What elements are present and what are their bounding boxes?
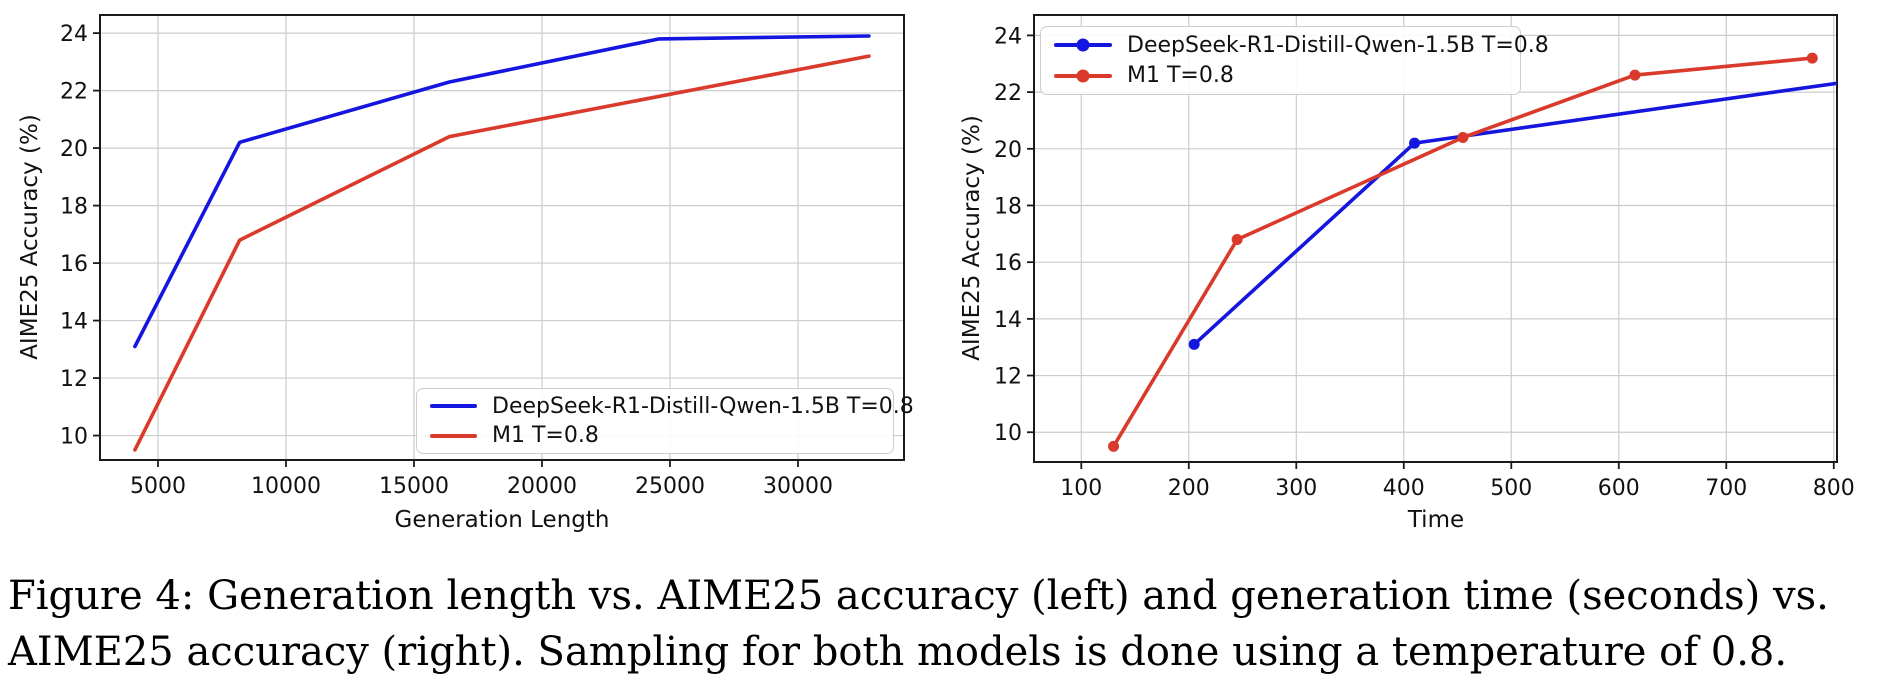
legend-label: DeepSeek-R1-Distill-Qwen-1.5B T=0.8 (492, 393, 914, 419)
series-group (133, 54, 871, 452)
legend-label: M1 T=0.8 (492, 423, 599, 449)
x-tick-label: 15000 (379, 474, 449, 499)
x-tick-label: 10000 (251, 474, 321, 499)
y-tick-label: 10 (60, 425, 88, 450)
series-group (1108, 52, 1818, 452)
legend-line-icon (430, 404, 477, 409)
legend-marker-dot-icon (1076, 38, 1090, 52)
x-tick-label: 500 (1490, 476, 1532, 501)
data-point-marker (1457, 131, 1469, 143)
legend-item: DeepSeek-R1-Distill-Qwen-1.5B T=0.8 (430, 394, 914, 419)
legend-line-dot-icon (1054, 38, 1112, 52)
figure-caption-line-1: Figure 4: Generation length vs. AIME25 a… (8, 573, 1829, 619)
legend-label: M1 T=0.8 (1127, 63, 1234, 89)
y-tick-label: 18 (60, 195, 88, 220)
y-tick-label: 24 (994, 24, 1022, 49)
x-tick-label: 200 (1168, 476, 1210, 501)
series-group (133, 34, 871, 349)
plot-border (99, 14, 905, 461)
y-tick-label: 16 (60, 252, 88, 277)
legend-marker-dot-icon (1076, 69, 1090, 83)
x-tick-label: 30000 (763, 474, 833, 499)
legend-line-dot-icon (1054, 69, 1112, 83)
y-tick-label: 22 (994, 81, 1022, 106)
charts-canvas: 5000 10000 15000 20000 25000 30000 10 12 14 16 18 2… (60, 14, 1855, 501)
y-tick-label: 20 (994, 138, 1022, 163)
x-tick-label: 20000 (507, 474, 577, 499)
x-tick-label: 600 (1598, 476, 1640, 501)
y-tick-label: 22 (60, 80, 88, 105)
data-point-marker (1806, 52, 1818, 64)
data-point-marker (1629, 69, 1641, 81)
x-tick-label: 100 (1060, 476, 1102, 501)
data-point-marker (1108, 440, 1120, 452)
legend-item: DeepSeek-R1-Distill-Qwen-1.5B T=0.8 (1054, 33, 1549, 58)
x-tick-label: 5000 (130, 474, 186, 499)
legend-label: DeepSeek-R1-Distill-Qwen-1.5B T=0.8 (1127, 32, 1549, 58)
y-tick-label: 18 (994, 194, 1022, 219)
data-point-marker (1409, 137, 1421, 149)
series-line (133, 34, 871, 349)
series-line (133, 54, 871, 452)
legend-item: M1 T=0.8 (1054, 63, 1520, 88)
y-tick-label: 24 (60, 22, 88, 47)
left-y-axis-label: AIME25 Accuracy (%) (17, 114, 43, 360)
figure-caption-line-2: AIME25 accuracy (right). Sampling for bo… (8, 629, 1788, 675)
x-tick-label: 400 (1383, 476, 1425, 501)
left-x-axis-label: Generation Length (394, 507, 610, 533)
series-line (1111, 56, 1815, 449)
x-tick-label: 700 (1705, 476, 1747, 501)
y-tick-label: 20 (60, 137, 88, 162)
series-group (1188, 77, 1850, 350)
figure-caption: Figure 4: Generation length vs. AIME25 a… (8, 568, 1874, 680)
y-tick-label: 16 (994, 251, 1022, 276)
y-tick-label: 12 (60, 367, 88, 392)
right-x-axis-label: Time (1407, 507, 1465, 533)
x-tick-label: 800 (1813, 476, 1855, 501)
x-tick-label: 300 (1275, 476, 1317, 501)
right-y-axis-label: AIME25 Accuracy (%) (959, 115, 985, 361)
data-point-marker (1188, 338, 1200, 350)
legend-item: M1 T=0.8 (430, 423, 893, 448)
y-tick-label: 10 (994, 421, 1022, 446)
right-chart-legend: DeepSeek-R1-Distill-Qwen-1.5B T=0.8 M1 T… (1040, 26, 1549, 95)
x-tick-label: 25000 (635, 474, 705, 499)
plot-border (1033, 14, 1838, 463)
left-chart-legend: DeepSeek-R1-Distill-Qwen-1.5B T=0.8 M1 T… (416, 388, 914, 454)
y-tick-label: 14 (994, 308, 1022, 333)
y-tick-label: 14 (60, 310, 88, 335)
legend-line-icon (430, 433, 477, 438)
data-point-marker (1839, 77, 1850, 88)
y-tick-label: 12 (994, 365, 1022, 390)
data-point-marker (1231, 233, 1243, 245)
